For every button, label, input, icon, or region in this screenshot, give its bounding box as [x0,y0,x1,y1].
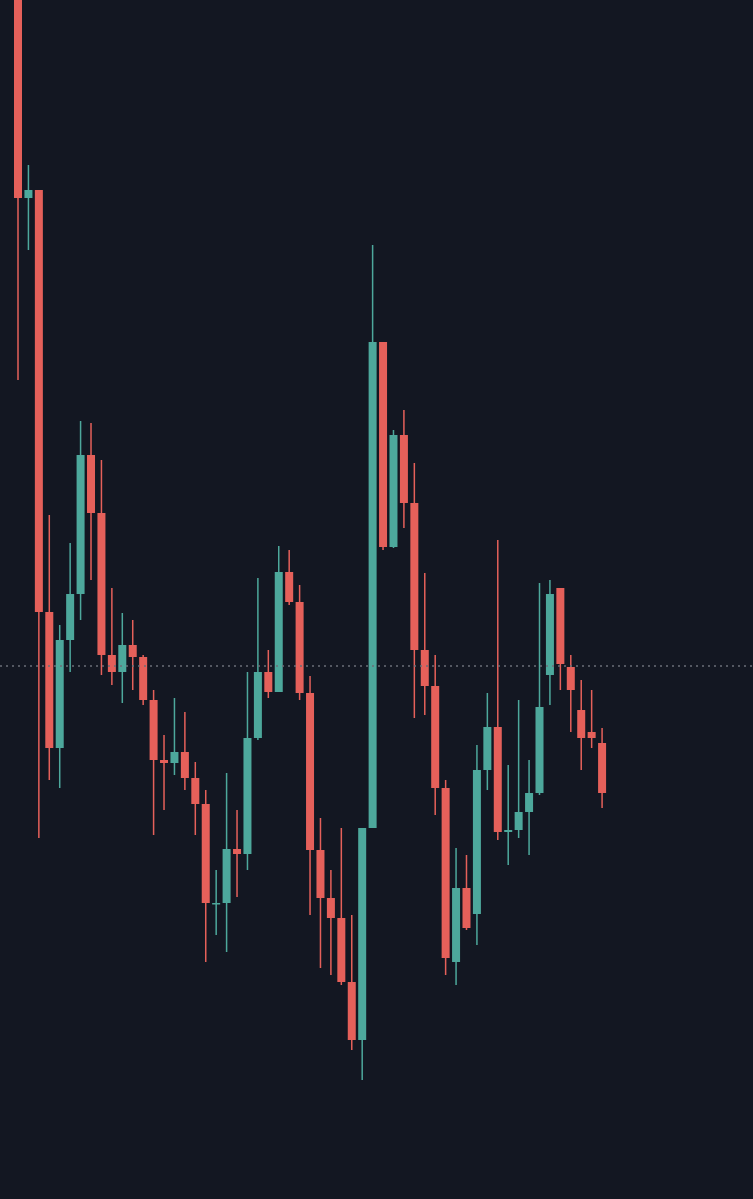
candle-body [14,0,22,198]
candle-body [556,588,565,664]
candle-body [233,849,242,854]
candle-body [368,342,377,828]
candle-body [295,602,304,693]
candle-body [483,727,492,770]
candle-body [316,850,325,898]
candle-body [201,804,210,903]
candle-body [598,743,607,793]
candle-body [493,727,502,832]
candle-body [34,190,43,612]
candle-body [191,778,200,804]
candle-body [504,830,513,832]
candle-body [347,982,356,1040]
candle-body [337,918,346,982]
candle-body [55,640,64,748]
candle-body [379,342,388,547]
candle-body [326,898,335,918]
candle-body [45,612,54,748]
candle-body [180,752,189,778]
candle-body [139,657,148,700]
candle-body [24,190,33,198]
candle-body [66,594,75,640]
candle-body [107,655,116,672]
candle-body [410,503,419,650]
candle-body [97,513,106,655]
candle-body [285,572,294,602]
candle-body [212,903,221,905]
candle-body [441,788,450,958]
candle-body [149,700,158,760]
candle-body [389,435,398,547]
candle-body [431,686,440,788]
candle-body [545,594,554,675]
candle-body [118,645,127,672]
candle-body [452,888,461,962]
candle-body [253,672,262,738]
candle-body [587,732,596,738]
candle-body [160,760,169,763]
candle-body [566,667,575,690]
candle-body [514,812,523,830]
candle-body [170,752,179,763]
candle-body [577,710,586,738]
candle-body [472,770,481,914]
candle-body [87,455,96,513]
candle-body [264,672,273,692]
candle-body [535,707,544,793]
candle-body [420,650,429,686]
candle-body [76,455,85,594]
candle-body [274,572,283,692]
candle-body [222,849,231,903]
candle-body [358,828,367,1040]
candle-body [128,645,137,657]
candle-body [243,738,252,854]
candle-body [399,435,408,503]
candle-body [306,693,315,850]
candle-body [525,793,534,812]
candle-body [462,888,471,928]
